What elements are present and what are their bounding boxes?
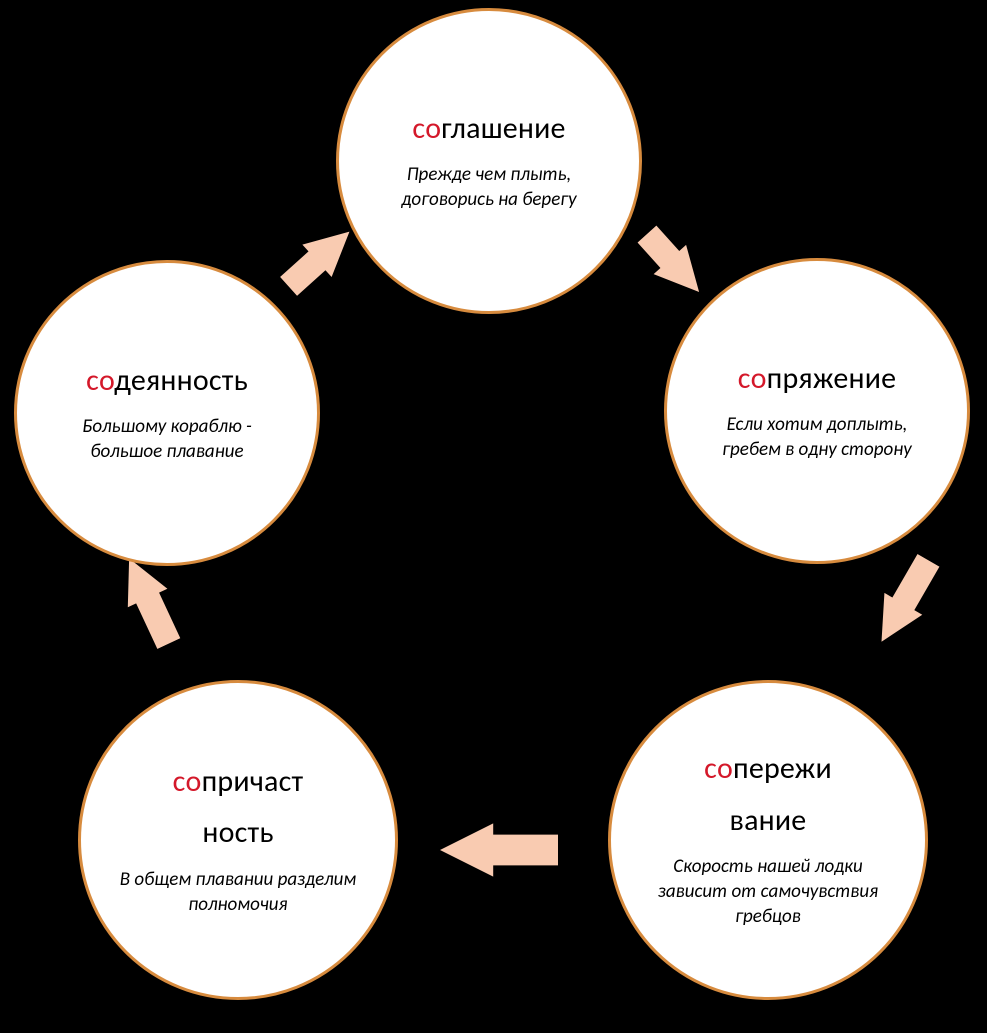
title-rest: пряжение — [767, 360, 897, 397]
arrow-n1-n2 — [630, 219, 716, 308]
node-agreement: соглашение Прежде чем плыть, договорись … — [336, 8, 642, 314]
title-prefix: со — [412, 110, 441, 147]
title-prefix: со — [704, 750, 733, 787]
node-title: сопричастность — [173, 763, 304, 852]
node-subtitle: Если хотим доплыть, гребем в одну сторон… — [700, 413, 934, 462]
title-rest: глашение — [441, 110, 565, 147]
node-title: соглашение — [412, 110, 565, 148]
node-empathy: сопереживание Скорость нашей лодки завис… — [608, 680, 928, 1000]
cycle-diagram: соглашение Прежде чем плыть, договорись … — [0, 0, 987, 1033]
arrow-n2-n3 — [862, 549, 949, 653]
node-title: сопряжение — [738, 360, 897, 398]
node-subtitle: Прежде чем плыть, договорись на берегу — [372, 163, 606, 212]
node-title: сопереживание — [704, 750, 832, 839]
arrow-n3-n4 — [440, 822, 558, 878]
title-rest: переживание — [730, 750, 832, 839]
node-subtitle: В общем плавании разделим полномочия — [115, 868, 362, 917]
title-prefix: со — [738, 360, 767, 397]
node-doing-together: содеянность Большому кораблю - большое п… — [14, 260, 320, 566]
node-involvement: сопричастность В общем плавании разделим… — [78, 680, 398, 1000]
node-subtitle: Скорость нашей лодки зависит от самочувс… — [645, 855, 892, 929]
title-prefix: со — [86, 362, 114, 399]
node-title: содеянность — [86, 362, 248, 400]
node-conjugation: сопряжение Если хотим доплыть, гребем в … — [664, 258, 970, 564]
title-prefix: со — [173, 763, 202, 800]
title-rest: деянность — [114, 362, 248, 399]
node-subtitle: Большому кораблю - большое плавание — [50, 415, 284, 464]
title-rest: причастность — [202, 763, 304, 852]
